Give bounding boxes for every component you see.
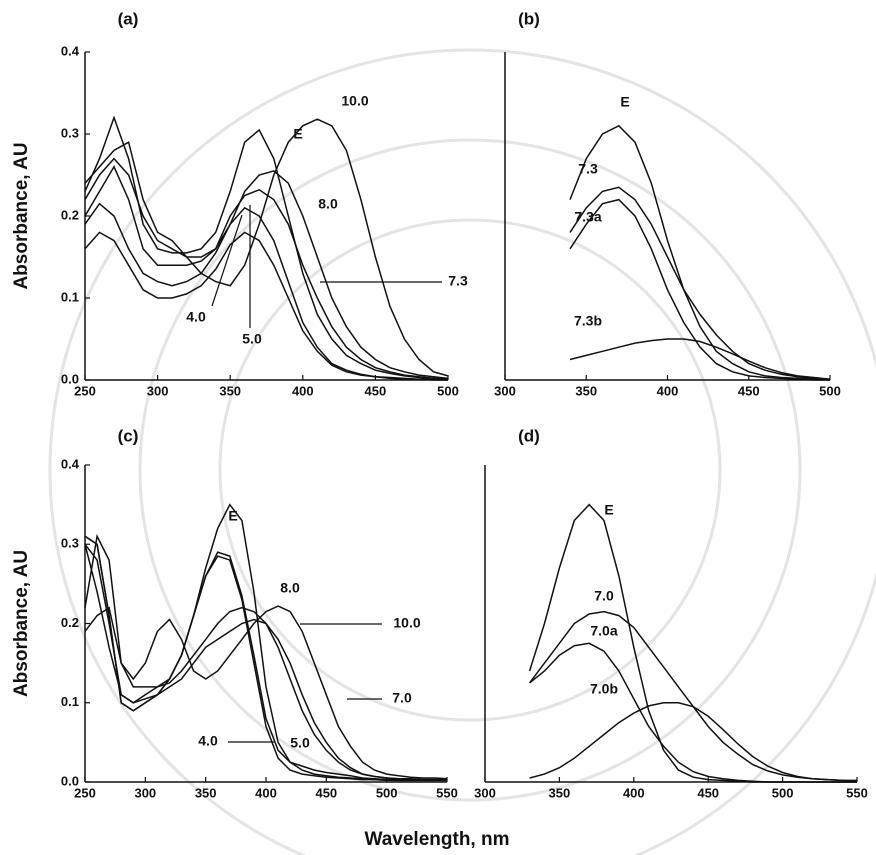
spectrum-line — [84, 165, 449, 380]
panel-title: (b) — [518, 9, 540, 28]
curve-label: 7.3b — [574, 313, 602, 329]
spectrum-line — [569, 186, 831, 380]
spectrum-line — [569, 124, 831, 381]
spectrum-line — [84, 231, 448, 381]
panel-title: (a) — [118, 9, 139, 28]
x-tick-label: 350 — [549, 785, 571, 800]
panel: (a) 250 300 350 400 450 500 0.0 0.1 0.2 0.3 0.4 Abso… — [11, 9, 468, 398]
x-tick-label: 400 — [255, 785, 277, 800]
y-tick-label: 0.3 — [61, 536, 79, 551]
spectrum-line — [84, 535, 447, 782]
y-tick-label: 0.0 — [61, 371, 79, 386]
curve-label: 7.0b — [590, 681, 618, 697]
x-tick-label: 400 — [623, 785, 645, 800]
x-tick-label: 450 — [738, 383, 760, 398]
spectrum-line — [84, 544, 447, 781]
spectrum-line — [84, 503, 447, 782]
x-tick-label: 450 — [315, 785, 337, 800]
curve-label: E — [620, 94, 629, 110]
y-tick-label: 0.2 — [61, 615, 79, 630]
panel-title: (d) — [518, 426, 540, 445]
y-tick-label: 0.4 — [61, 43, 80, 58]
x-tick-label: 550 — [846, 785, 868, 800]
spectrum-line — [84, 115, 449, 380]
spectrum-line — [84, 535, 447, 781]
y-tick-label: 0.3 — [61, 125, 79, 140]
y-axis-title: Absorbance, AU — [11, 550, 32, 697]
curve-label: 7.3 — [448, 273, 468, 289]
x-tick-label: 350 — [219, 383, 241, 398]
x-tick-label: 500 — [376, 785, 398, 800]
x-tick-label: 450 — [697, 785, 719, 800]
x-tick-label: 450 — [365, 383, 387, 398]
spectrum-line — [529, 702, 858, 782]
spectrum-line — [84, 605, 448, 780]
curve-label: 7.3a — [574, 209, 601, 225]
x-tick-label: 300 — [494, 383, 516, 398]
curve-label: E — [228, 508, 237, 524]
curve-label: E — [293, 126, 302, 142]
x-tick-label: 350 — [195, 785, 217, 800]
y-tick-label: 0.1 — [61, 694, 79, 709]
watermark — [48, 48, 876, 855]
curve-label: 7.0 — [392, 690, 412, 706]
x-tick-label: 250 — [74, 383, 96, 398]
x-tick-label: 500 — [819, 383, 841, 398]
curve-label: 7.0a — [590, 623, 617, 639]
curve-label: 7.3 — [578, 161, 598, 177]
x-tick-label: 550 — [436, 785, 458, 800]
x-tick-label: 500 — [772, 785, 794, 800]
x-tick-label: 300 — [147, 383, 169, 398]
curve-label: 5.0 — [242, 331, 262, 347]
y-tick-label: 0.4 — [61, 456, 80, 471]
x-tick-label: 500 — [437, 383, 459, 398]
spectrum-line — [84, 533, 447, 781]
panel: (b) 300 350 400 450 500 E 7.3 7.3a 7.3b — [494, 9, 841, 398]
x-tick-label: 350 — [575, 383, 597, 398]
x-tick-label: 300 — [474, 785, 496, 800]
curve-label: E — [604, 502, 613, 518]
y-axis-title: Absorbance, AU — [11, 142, 32, 289]
x-tick-label: 400 — [657, 383, 679, 398]
curve-label: 5.0 — [290, 735, 310, 751]
spectrum-line — [569, 198, 830, 381]
y-tick-label: 0.2 — [61, 207, 79, 222]
curve-label: 4.0 — [198, 733, 218, 749]
y-tick-label: 0.1 — [61, 289, 79, 304]
y-tick-label: 0.0 — [61, 773, 79, 788]
spectrum-line — [84, 202, 449, 381]
x-tick-label: 300 — [134, 785, 156, 800]
curve-label: 10.0 — [341, 93, 368, 109]
x-axis-title: Wavelength, nm — [365, 829, 510, 850]
panel: (d) 300 350 400 450 500 550 E 7.0 7.0a 7.0b — [474, 426, 868, 800]
spectrum-line — [569, 338, 831, 380]
leader-line — [211, 214, 243, 307]
curve-label: 4.0 — [186, 309, 206, 325]
x-tick-label: 250 — [74, 785, 96, 800]
curve-label: 7.0 — [594, 588, 614, 604]
curve-label: 10.0 — [393, 615, 420, 631]
spectrum-line — [84, 118, 449, 377]
spectrum-line — [84, 157, 449, 380]
curve-label: 8.0 — [318, 196, 338, 212]
x-tick-label: 400 — [292, 383, 314, 398]
spectrum-line — [528, 503, 857, 783]
spectrum-line — [529, 642, 857, 783]
curve-label: 8.0 — [280, 580, 300, 596]
panel-title: (c) — [118, 426, 139, 445]
panel: (c) 250 300 350 400 450 500 550 0.0 0.1 0.2 0.3 0.4 A… — [11, 426, 509, 850]
